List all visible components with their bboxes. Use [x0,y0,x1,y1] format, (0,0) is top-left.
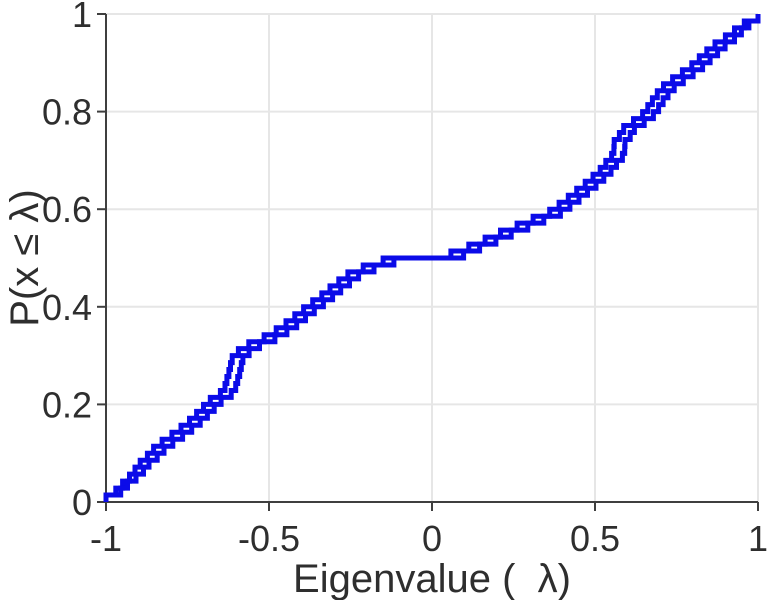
ecdf-step-line-2 [103,14,761,502]
y-axis-label: P(x ≤ λ) [3,189,47,327]
y-tick-label: 0.2 [42,384,92,425]
ecdf-step-lines [103,14,761,502]
x-tick-label: -0.5 [238,518,300,559]
y-tick-label: 0.4 [42,287,92,328]
y-tick-label: 1 [72,0,92,35]
x-tick-label: -1 [90,518,122,559]
x-tick-label: 0.5 [570,518,620,559]
y-tick-label: 0.6 [42,189,92,230]
y-tick-label: 0 [72,482,92,523]
y-tick-label: 0.8 [42,92,92,133]
x-tick-label: 1 [748,518,768,559]
x-tick-label: 0 [422,518,442,559]
x-axis-label: Eigenvalue ( λ) [293,557,571,600]
tick-marks [97,13,759,511]
tick-labels: -1 -0.5 0 0.5 1 0 0.2 0.4 0.6 0.8 1 [42,0,768,559]
